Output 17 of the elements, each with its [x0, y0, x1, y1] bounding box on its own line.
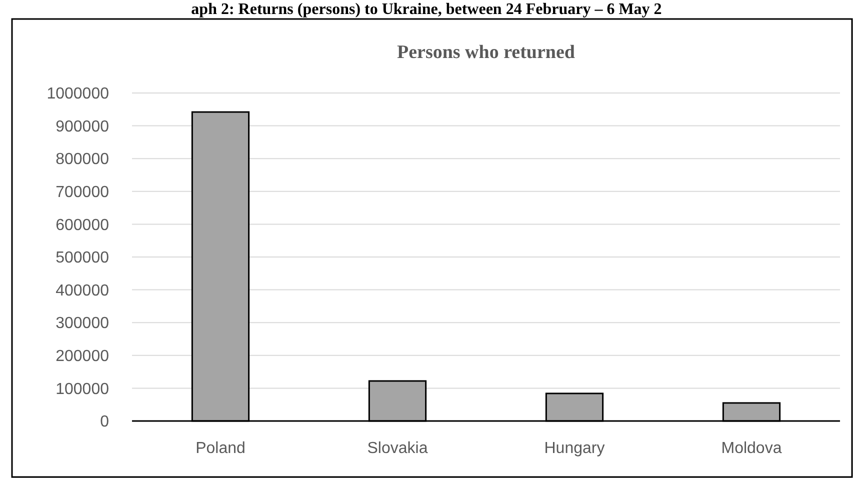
- y-tick-label: 100000: [56, 380, 110, 398]
- y-tick-label: 500000: [56, 250, 110, 267]
- y-tick-label: 700000: [56, 184, 110, 201]
- x-tick-label: Hungary: [544, 440, 605, 457]
- y-tick-label: 400000: [56, 282, 110, 300]
- x-tick-label: Slovakia: [367, 440, 428, 457]
- y-tick-label: 800000: [56, 151, 110, 168]
- y-tick-label: 600000: [56, 216, 110, 234]
- y-tick-label: 300000: [56, 315, 110, 332]
- y-tick-label: 900000: [56, 118, 110, 136]
- chart-title: Persons who returned: [396, 42, 576, 63]
- x-tick-label: Poland: [196, 440, 246, 457]
- y-tick-label: 0: [100, 414, 110, 431]
- x-tick-label: Moldova: [721, 440, 782, 457]
- chart-subtitle: aph 2: Returns (persons) to Ukraine, between 24 February – 6 May 2: [191, 1, 662, 18]
- y-tick-label: 1000000: [46, 86, 110, 103]
- y-tick-label: 200000: [56, 348, 110, 365]
